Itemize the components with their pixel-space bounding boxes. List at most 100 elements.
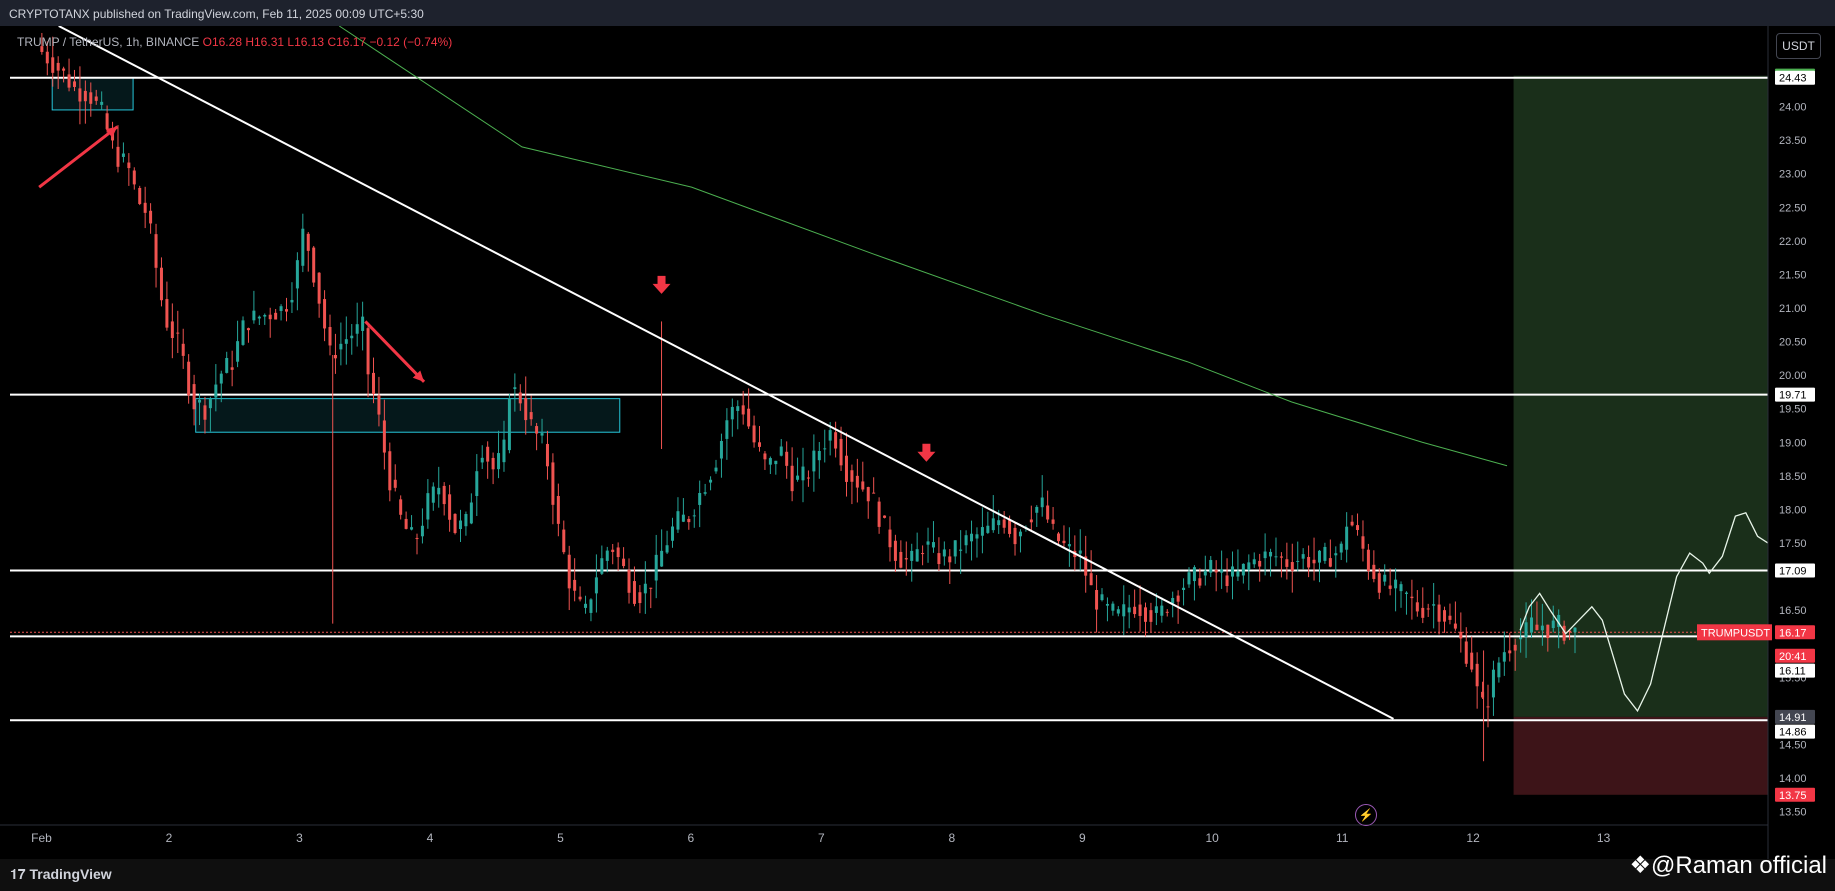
candle-body bbox=[1399, 584, 1403, 592]
candle-body bbox=[714, 467, 718, 472]
candle-body bbox=[1160, 605, 1164, 616]
candle-body bbox=[513, 387, 517, 389]
ohlc-high: H16.31 bbox=[245, 35, 285, 49]
candle-body bbox=[502, 439, 506, 463]
candle-body bbox=[997, 520, 1001, 526]
price-tick-label: 24.00 bbox=[1779, 102, 1807, 114]
candle-body bbox=[1241, 563, 1245, 576]
candle-body bbox=[154, 234, 158, 268]
candle-body bbox=[121, 153, 125, 157]
ohlc-change: −0.12 (−0.74%) bbox=[369, 35, 453, 49]
candle-body bbox=[1008, 519, 1012, 534]
candle-body bbox=[931, 542, 935, 548]
candle-body bbox=[51, 57, 55, 73]
candle-body bbox=[1035, 506, 1039, 513]
candle-body bbox=[181, 343, 185, 356]
candle-body bbox=[1502, 652, 1506, 662]
lightning-icon[interactable]: ⚡ bbox=[1355, 804, 1377, 826]
candle-body bbox=[40, 46, 44, 52]
binance-logo-icon: ❖ bbox=[1629, 852, 1651, 879]
time-tick-label: 13 bbox=[1597, 831, 1611, 845]
candle-body bbox=[1524, 622, 1528, 637]
time-tick-label: 4 bbox=[427, 831, 434, 845]
candle-body bbox=[1225, 575, 1229, 587]
ohlc-low: L16.13 bbox=[287, 35, 325, 49]
candle-body bbox=[915, 549, 919, 562]
candle-body bbox=[328, 327, 332, 346]
candle-body bbox=[350, 335, 354, 339]
candle-body bbox=[388, 451, 392, 491]
candle-body bbox=[170, 321, 174, 339]
candle-body bbox=[192, 384, 196, 410]
candle-body bbox=[1258, 560, 1262, 567]
candle-body bbox=[622, 558, 626, 567]
candle-body bbox=[442, 485, 446, 505]
publish-bar: CRYPTOTANX published on TradingView.com,… bbox=[0, 0, 1835, 26]
candle-body bbox=[1209, 559, 1213, 573]
candle-body bbox=[1568, 630, 1572, 633]
time-tick-label: 8 bbox=[949, 831, 956, 845]
candle-body bbox=[1198, 578, 1202, 586]
candle-body bbox=[1350, 521, 1354, 526]
candle-body bbox=[1312, 559, 1316, 564]
price-tick-label: 23.50 bbox=[1779, 135, 1807, 147]
candle-body bbox=[1247, 562, 1251, 570]
candle-body bbox=[893, 540, 897, 561]
price-label-bg bbox=[1775, 387, 1815, 402]
candle-body bbox=[246, 328, 250, 331]
candle-body bbox=[1062, 540, 1066, 544]
candle-body bbox=[203, 405, 207, 420]
price-chart[interactable]: 24.00 23.50 23.00 22.50 22.00 21.50 21.00 20.50… bbox=[0, 26, 1835, 859]
candle-body bbox=[1540, 625, 1544, 631]
candle-body bbox=[1269, 551, 1273, 557]
candle-body bbox=[545, 443, 549, 467]
candle-body bbox=[1057, 533, 1061, 542]
candle-body bbox=[703, 492, 707, 494]
candle-body bbox=[1388, 585, 1392, 589]
candle-body bbox=[312, 247, 316, 283]
candle-body bbox=[1116, 609, 1120, 614]
candle-body bbox=[584, 603, 588, 608]
candle-body bbox=[72, 81, 76, 87]
price-label: 17.09 bbox=[1779, 566, 1807, 578]
candle-body bbox=[752, 425, 756, 443]
candle-body bbox=[883, 515, 887, 518]
candle-body bbox=[758, 442, 762, 447]
price-tick-label: 19.50 bbox=[1779, 404, 1807, 416]
candle-body bbox=[1530, 617, 1534, 633]
candle-body bbox=[980, 527, 984, 536]
candle-body bbox=[709, 479, 713, 483]
candle-body bbox=[551, 462, 555, 505]
candle-body bbox=[910, 550, 914, 561]
currency-button[interactable]: USDT bbox=[1776, 33, 1821, 59]
candle-body bbox=[1084, 556, 1088, 576]
candle-body bbox=[518, 392, 522, 404]
candle-body bbox=[616, 547, 620, 558]
candle-body bbox=[285, 309, 289, 312]
candle-body bbox=[899, 551, 903, 568]
candle-body bbox=[774, 460, 778, 465]
price-tick-label: 22.00 bbox=[1779, 236, 1807, 248]
candle-body bbox=[605, 550, 609, 561]
candle-body bbox=[964, 535, 968, 546]
candle-body bbox=[986, 525, 990, 533]
candle-body bbox=[198, 399, 202, 403]
candle-body bbox=[1394, 579, 1398, 589]
candle-body bbox=[208, 398, 212, 409]
price-tick-label: 16.50 bbox=[1779, 605, 1807, 617]
price-tick-label: 13.50 bbox=[1779, 807, 1807, 819]
price-tick-label: 14.50 bbox=[1779, 739, 1807, 751]
candle-body bbox=[1013, 527, 1017, 545]
candle-body bbox=[589, 599, 593, 613]
candle-body bbox=[1002, 519, 1006, 528]
candle-body bbox=[1453, 623, 1457, 629]
candle-body bbox=[698, 492, 702, 505]
candle-body bbox=[56, 62, 60, 71]
candle-body bbox=[970, 533, 974, 542]
candle-body bbox=[241, 320, 245, 345]
tradingview-logo[interactable]: 𝟏𝟕 TradingView bbox=[10, 866, 112, 883]
time-tick-label: 6 bbox=[688, 831, 695, 845]
candle-body bbox=[1051, 519, 1055, 524]
watermark: ❖@Raman official bbox=[1629, 851, 1827, 880]
candle-body bbox=[1410, 596, 1414, 599]
